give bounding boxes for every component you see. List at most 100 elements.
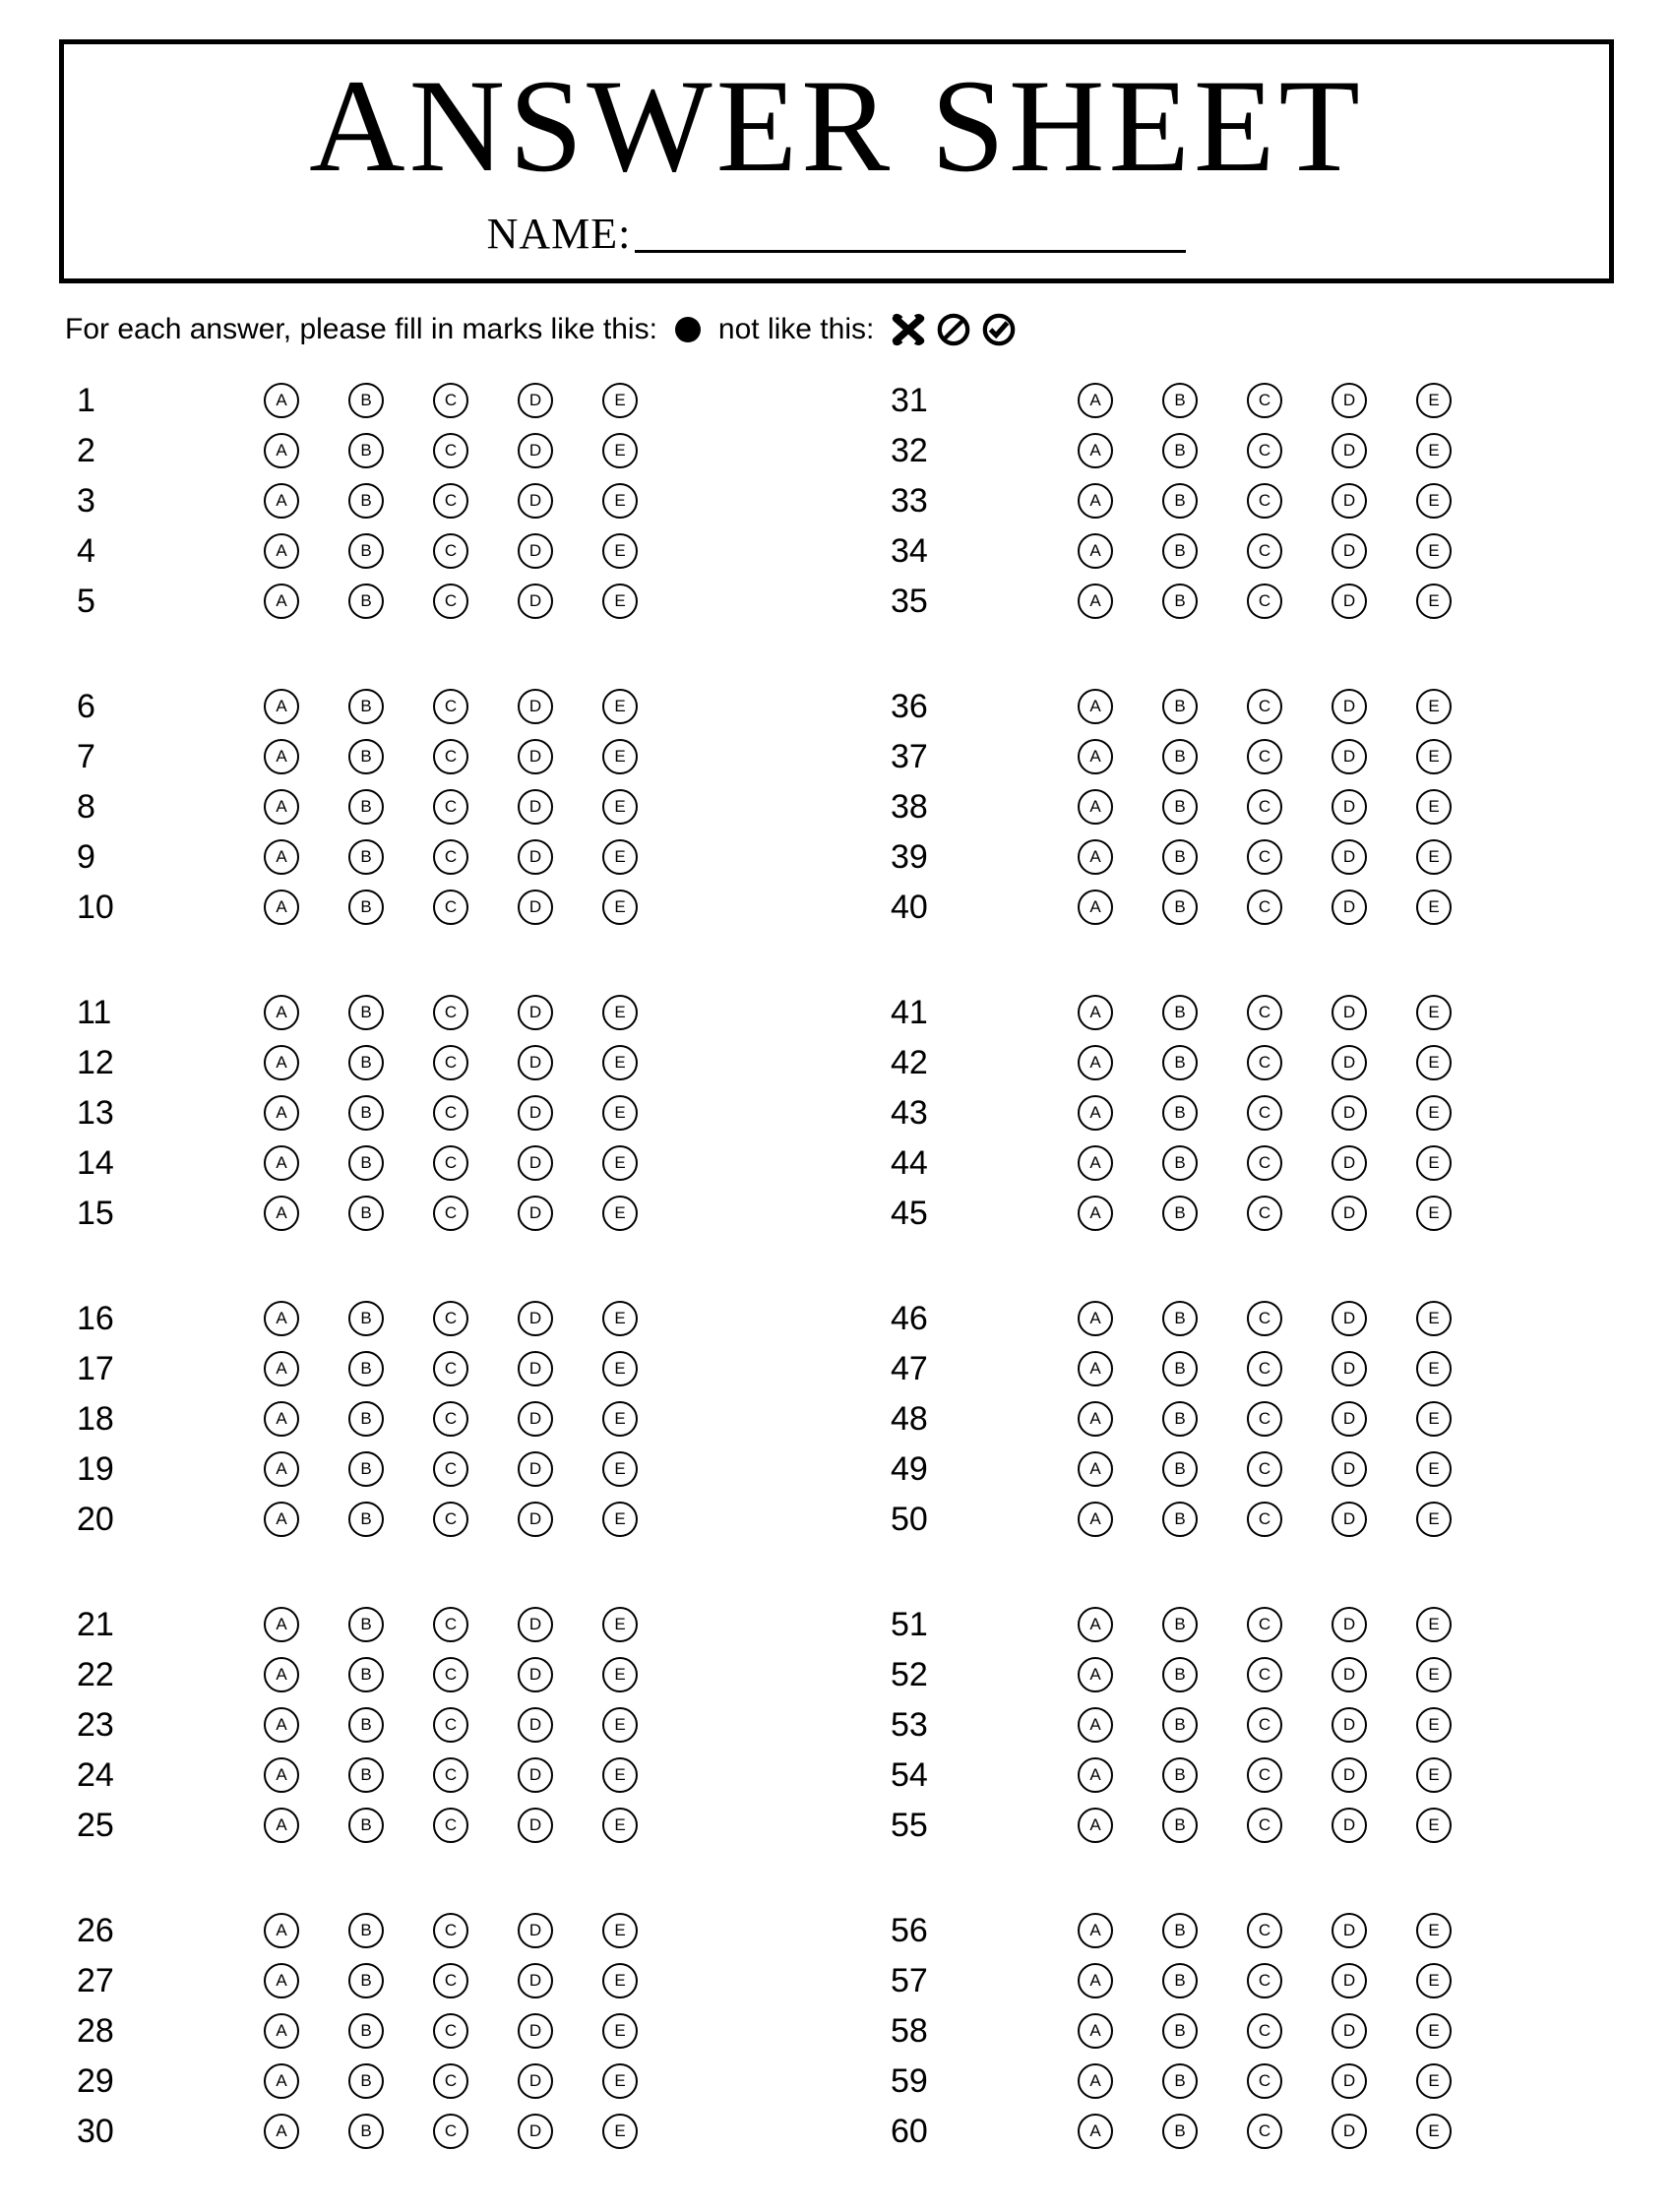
answer-bubble-b[interactable]: B — [1162, 2114, 1198, 2149]
answer-bubble-c[interactable]: C — [433, 1351, 468, 1386]
answer-bubble-d[interactable]: D — [518, 2063, 553, 2099]
answer-bubble-d[interactable]: D — [518, 1707, 553, 1743]
answer-bubble-a[interactable]: A — [1078, 890, 1113, 925]
answer-bubble-a[interactable]: A — [264, 2013, 299, 2049]
answer-bubble-c[interactable]: C — [433, 1607, 468, 1642]
answer-bubble-b[interactable]: B — [348, 2114, 384, 2149]
answer-bubble-e[interactable]: E — [602, 1913, 638, 1948]
answer-bubble-b[interactable]: B — [1162, 1451, 1198, 1487]
answer-bubble-c[interactable]: C — [433, 1095, 468, 1131]
answer-bubble-c[interactable]: C — [1247, 2063, 1282, 2099]
answer-bubble-c[interactable]: C — [433, 2063, 468, 2099]
answer-bubble-a[interactable]: A — [264, 1808, 299, 1843]
answer-bubble-e[interactable]: E — [1416, 1095, 1452, 1131]
answer-bubble-e[interactable]: E — [1416, 1963, 1452, 1998]
answer-bubble-e[interactable]: E — [602, 1145, 638, 1181]
answer-bubble-a[interactable]: A — [264, 1502, 299, 1537]
answer-bubble-d[interactable]: D — [518, 1502, 553, 1537]
answer-bubble-d[interactable]: D — [518, 1657, 553, 1692]
answer-bubble-c[interactable]: C — [1247, 1607, 1282, 1642]
answer-bubble-c[interactable]: C — [1247, 533, 1282, 569]
answer-bubble-d[interactable]: D — [518, 995, 553, 1030]
answer-bubble-d[interactable]: D — [518, 1451, 553, 1487]
answer-bubble-a[interactable]: A — [1078, 1607, 1113, 1642]
answer-bubble-a[interactable]: A — [1078, 1707, 1113, 1743]
answer-bubble-d[interactable]: D — [1332, 1502, 1367, 1537]
answer-bubble-a[interactable]: A — [1078, 1196, 1113, 1231]
answer-bubble-c[interactable]: C — [433, 2013, 468, 2049]
answer-bubble-e[interactable]: E — [1416, 1808, 1452, 1843]
answer-bubble-b[interactable]: B — [1162, 1401, 1198, 1437]
answer-bubble-b[interactable]: B — [348, 1757, 384, 1793]
answer-bubble-e[interactable]: E — [1416, 1301, 1452, 1336]
answer-bubble-a[interactable]: A — [1078, 1657, 1113, 1692]
answer-bubble-a[interactable]: A — [1078, 739, 1113, 774]
answer-bubble-b[interactable]: B — [1162, 383, 1198, 418]
answer-bubble-c[interactable]: C — [433, 433, 468, 468]
answer-bubble-d[interactable]: D — [518, 1145, 553, 1181]
answer-bubble-e[interactable]: E — [602, 1451, 638, 1487]
answer-bubble-b[interactable]: B — [1162, 1502, 1198, 1537]
answer-bubble-a[interactable]: A — [1078, 1301, 1113, 1336]
answer-bubble-c[interactable]: C — [1247, 1401, 1282, 1437]
answer-bubble-d[interactable]: D — [1332, 483, 1367, 519]
answer-bubble-d[interactable]: D — [1332, 995, 1367, 1030]
answer-bubble-c[interactable]: C — [1247, 1145, 1282, 1181]
answer-bubble-d[interactable]: D — [1332, 1351, 1367, 1386]
answer-bubble-c[interactable]: C — [1247, 2013, 1282, 2049]
answer-bubble-e[interactable]: E — [602, 1196, 638, 1231]
answer-bubble-b[interactable]: B — [1162, 1657, 1198, 1692]
answer-bubble-b[interactable]: B — [348, 1045, 384, 1080]
answer-bubble-b[interactable]: B — [1162, 584, 1198, 619]
answer-bubble-c[interactable]: C — [1247, 1963, 1282, 1998]
answer-bubble-c[interactable]: C — [433, 789, 468, 825]
answer-bubble-b[interactable]: B — [348, 1607, 384, 1642]
answer-bubble-b[interactable]: B — [1162, 789, 1198, 825]
answer-bubble-a[interactable]: A — [1078, 1095, 1113, 1131]
answer-bubble-d[interactable]: D — [1332, 789, 1367, 825]
answer-bubble-c[interactable]: C — [433, 1145, 468, 1181]
answer-bubble-b[interactable]: B — [348, 1707, 384, 1743]
answer-bubble-c[interactable]: C — [433, 1963, 468, 1998]
answer-bubble-b[interactable]: B — [348, 533, 384, 569]
answer-bubble-c[interactable]: C — [1247, 1196, 1282, 1231]
answer-bubble-a[interactable]: A — [1078, 2063, 1113, 2099]
answer-bubble-c[interactable]: C — [433, 739, 468, 774]
answer-bubble-e[interactable]: E — [1416, 433, 1452, 468]
answer-bubble-b[interactable]: B — [1162, 839, 1198, 875]
answer-bubble-c[interactable]: C — [433, 1502, 468, 1537]
answer-bubble-d[interactable]: D — [1332, 1451, 1367, 1487]
answer-bubble-a[interactable]: A — [264, 1145, 299, 1181]
answer-bubble-a[interactable]: A — [264, 1607, 299, 1642]
answer-bubble-b[interactable]: B — [1162, 1808, 1198, 1843]
answer-bubble-e[interactable]: E — [1416, 789, 1452, 825]
answer-bubble-b[interactable]: B — [348, 1657, 384, 1692]
answer-bubble-c[interactable]: C — [1247, 789, 1282, 825]
answer-bubble-e[interactable]: E — [602, 433, 638, 468]
answer-bubble-a[interactable]: A — [264, 1401, 299, 1437]
answer-bubble-e[interactable]: E — [1416, 2063, 1452, 2099]
answer-bubble-d[interactable]: D — [518, 789, 553, 825]
answer-bubble-a[interactable]: A — [264, 1963, 299, 1998]
answer-bubble-b[interactable]: B — [1162, 995, 1198, 1030]
answer-bubble-a[interactable]: A — [264, 383, 299, 418]
answer-bubble-e[interactable]: E — [602, 2063, 638, 2099]
answer-bubble-c[interactable]: C — [1247, 2114, 1282, 2149]
answer-bubble-d[interactable]: D — [518, 1757, 553, 1793]
answer-bubble-d[interactable]: D — [1332, 1095, 1367, 1131]
answer-bubble-c[interactable]: C — [1247, 1913, 1282, 1948]
answer-bubble-e[interactable]: E — [1416, 483, 1452, 519]
answer-bubble-d[interactable]: D — [518, 383, 553, 418]
answer-bubble-e[interactable]: E — [602, 1657, 638, 1692]
answer-bubble-e[interactable]: E — [1416, 890, 1452, 925]
answer-bubble-c[interactable]: C — [433, 584, 468, 619]
answer-bubble-e[interactable]: E — [602, 1808, 638, 1843]
answer-bubble-c[interactable]: C — [433, 1451, 468, 1487]
answer-bubble-b[interactable]: B — [348, 1351, 384, 1386]
answer-bubble-a[interactable]: A — [264, 1351, 299, 1386]
answer-bubble-e[interactable]: E — [602, 689, 638, 724]
answer-bubble-c[interactable]: C — [1247, 1707, 1282, 1743]
answer-bubble-c[interactable]: C — [433, 483, 468, 519]
answer-bubble-b[interactable]: B — [348, 1502, 384, 1537]
answer-bubble-a[interactable]: A — [1078, 433, 1113, 468]
